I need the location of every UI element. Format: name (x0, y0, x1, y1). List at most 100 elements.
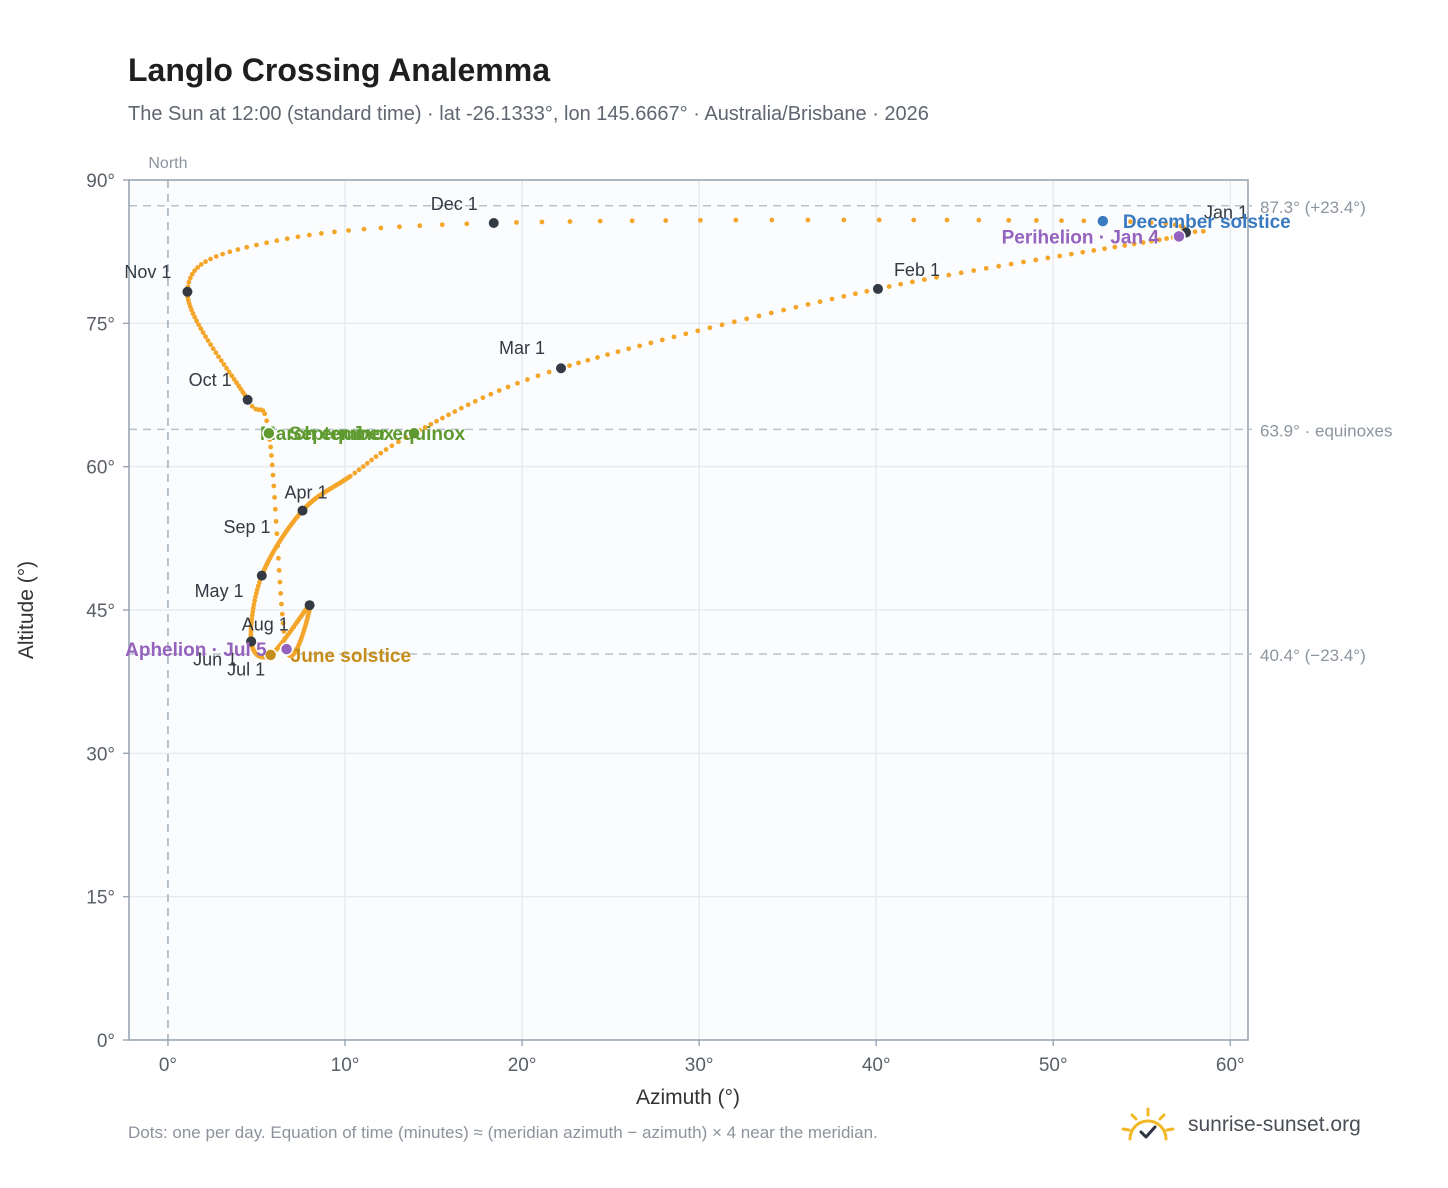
daily-dot (1172, 222, 1178, 228)
event-label: September equinox (289, 424, 466, 445)
month-label: Sep 1 (224, 517, 271, 537)
daily-dot (921, 277, 927, 282)
daily-dot (244, 244, 250, 250)
daily-dot (535, 373, 541, 379)
daily-dot (515, 380, 520, 386)
daily-dot (198, 326, 204, 332)
month-label: Apr 1 (285, 483, 328, 503)
daily-dot (417, 223, 423, 229)
month-marker (297, 505, 308, 516)
chart-title: Langlo Crossing Analemma (128, 52, 550, 88)
daily-dot (1200, 228, 1206, 234)
daily-dot (306, 232, 312, 238)
daily-dot (996, 263, 1002, 269)
daily-dot (976, 217, 982, 223)
daily-dot (200, 330, 206, 335)
month-marker (488, 218, 499, 228)
event-marker (1096, 214, 1110, 228)
month-label: Mar 1 (499, 338, 545, 358)
daily-dot (909, 279, 915, 285)
daily-dot (253, 406, 259, 412)
daily-dot (187, 275, 193, 281)
daily-dot (422, 424, 428, 430)
grid-lines (129, 180, 1248, 1040)
daily-dot (480, 395, 486, 401)
daily-dot (971, 268, 977, 273)
daily-dot (465, 402, 471, 408)
daily-dot (332, 229, 337, 235)
event-label: December solstice (1123, 212, 1291, 233)
daily-dot (864, 288, 870, 294)
daily-dot (781, 307, 786, 313)
daily-dot (1156, 237, 1162, 243)
daily-dot (1131, 241, 1137, 247)
daily-dot (595, 355, 600, 360)
month-label: Dec 1 (431, 194, 478, 214)
daily-dot (841, 217, 847, 223)
daily-dot (1148, 220, 1154, 225)
daily-dot (226, 369, 232, 375)
daily-dot (280, 620, 286, 626)
daily-dot (539, 219, 545, 225)
daily-dot (275, 555, 281, 561)
daily-dot (268, 444, 273, 450)
daily-dot (234, 380, 239, 386)
reference-line-label: 63.9° · equinoxes (1260, 421, 1393, 440)
daily-dot (1068, 251, 1074, 257)
y-tick-label: 15° (86, 888, 115, 909)
x-tick-label: 0° (159, 1055, 177, 1076)
y-tick-label: 45° (86, 601, 115, 622)
daily-dot (1081, 218, 1087, 224)
daily-dot (220, 251, 226, 257)
month-marker (182, 286, 193, 297)
daily-dot (278, 590, 284, 596)
daily-dot (264, 418, 270, 424)
event-label: June solstice (291, 646, 411, 667)
x-tick-label: 30° (685, 1055, 714, 1076)
daily-dot (514, 220, 519, 225)
daily-dot (525, 377, 530, 382)
daily-dot (585, 357, 591, 363)
x-axis-ticks: 0° 10° 20° 30° 40° 50° 60° (159, 1040, 1245, 1076)
daily-dot (464, 221, 470, 227)
daily-dot (216, 354, 221, 360)
daily-dot (270, 472, 276, 478)
daily-dot (389, 443, 395, 449)
daily-dot (769, 217, 775, 223)
daily-dot (295, 234, 301, 240)
daily-dot (440, 415, 445, 421)
daily-dot (1021, 259, 1026, 265)
north-label: North (148, 155, 187, 172)
daily-dot (793, 304, 799, 310)
daily-dot (208, 256, 213, 262)
daily-dot (546, 369, 552, 375)
daily-dot (983, 265, 989, 271)
event-marker (262, 426, 276, 440)
daily-dot (271, 483, 277, 489)
daily-dot (213, 254, 219, 259)
reference-line-label: 40.4° (−23.4°) (1260, 646, 1366, 665)
chart-footnote: Dots: one per day. Equation of time (min… (128, 1123, 878, 1142)
daily-dot (205, 338, 211, 343)
daily-dot (269, 462, 275, 468)
daily-dot (505, 384, 511, 390)
daily-dot (1091, 248, 1097, 253)
daily-dot (277, 579, 283, 585)
daily-dot (1122, 243, 1128, 248)
daily-dot (853, 291, 858, 297)
daily-dot (192, 314, 198, 320)
chart-subtitle: The Sun at 12:00 (standard time) · lat -… (128, 103, 929, 125)
daily-dot (768, 310, 774, 316)
daily-dot (695, 328, 701, 334)
daily-dot (597, 218, 603, 224)
daily-dot (282, 636, 288, 642)
daily-dot (1006, 217, 1012, 223)
daily-dot (488, 391, 494, 397)
month-marker (246, 636, 257, 647)
daily-dot (615, 349, 621, 355)
brand[interactable]: sunrise-sunset.org (1120, 1100, 1361, 1150)
daily-dot (264, 240, 270, 246)
daily-dot (707, 325, 713, 331)
daily-dot (1128, 219, 1133, 225)
event-label: Aphelion · Jul 5 (125, 640, 267, 661)
